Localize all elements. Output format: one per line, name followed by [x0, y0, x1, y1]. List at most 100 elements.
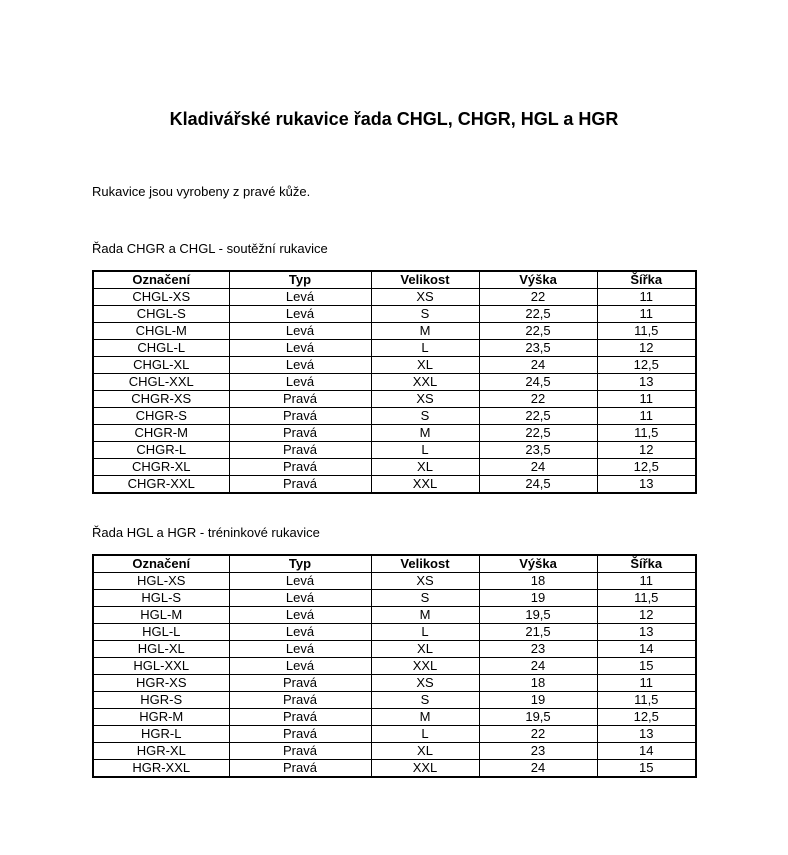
- table-cell: Levá: [228, 356, 372, 374]
- table-cell: 12,5: [596, 708, 697, 726]
- table-row: HGR-S Pravá S 19 11,5: [92, 691, 697, 709]
- table-cell: Pravá: [228, 458, 372, 476]
- column-header: Velikost: [370, 554, 480, 573]
- table-cell: 12: [596, 339, 697, 357]
- table-cell: 11: [596, 305, 697, 323]
- table-cell: 24,5: [478, 373, 598, 391]
- table-row: HGL-XXL Levá XXL 24 15: [92, 657, 697, 675]
- table-row: HGL-XL Levá XL 23 14: [92, 640, 697, 658]
- column-header: Šířka: [596, 554, 697, 573]
- table-cell: 12,5: [596, 458, 697, 476]
- table-cell: M: [370, 424, 480, 442]
- table-cell: CHGL-S: [92, 305, 230, 323]
- table-cell: 15: [596, 759, 697, 778]
- table-cell: 22,5: [478, 407, 598, 425]
- table-cell: 18: [478, 674, 598, 692]
- table-cell: 15: [596, 657, 697, 675]
- table-cell: 21,5: [478, 623, 598, 641]
- table-cell: HGR-M: [92, 708, 230, 726]
- table-row: CHGR-XXL Pravá XXL 24,5 13: [92, 475, 697, 494]
- document-content: Rukavice jsou vyrobeny z pravé kůže. Řad…: [92, 184, 697, 778]
- table-cell: Levá: [228, 589, 372, 607]
- table-row: CHGL-XS Levá XS 22 11: [92, 288, 697, 306]
- table-cell: XXL: [370, 373, 480, 391]
- table-cell: 11,5: [596, 691, 697, 709]
- table-cell: 23: [478, 742, 598, 760]
- table-cell: XL: [370, 640, 480, 658]
- table-row: CHGR-XL Pravá XL 24 12,5: [92, 458, 697, 476]
- table-cell: HGR-XXL: [92, 759, 230, 778]
- table-cell: 22,5: [478, 322, 598, 340]
- table-cell: Pravá: [228, 759, 372, 778]
- table-row: CHGL-XL Levá XL 24 12,5: [92, 356, 697, 374]
- table-cell: HGL-XS: [92, 572, 230, 590]
- competition-gloves-table: Označení Typ Velikost Výška Šířka CHGL-XS Lev…: [92, 270, 697, 494]
- column-header: Typ: [228, 554, 372, 573]
- table-cell: L: [370, 339, 480, 357]
- table-cell: 24: [478, 657, 598, 675]
- section-title-training: Řada HGL a HGR - tréninkové rukavice: [92, 525, 320, 540]
- table-cell: Pravá: [228, 725, 372, 743]
- table-cell: HGR-L: [92, 725, 230, 743]
- table-cell: XS: [370, 288, 480, 306]
- table-cell: Pravá: [228, 407, 372, 425]
- column-header: Výška: [478, 554, 598, 573]
- table-cell: Pravá: [228, 424, 372, 442]
- table-cell: M: [370, 322, 480, 340]
- table-cell: XL: [370, 356, 480, 374]
- table-cell: CHGR-XXL: [92, 475, 230, 494]
- table-cell: XS: [370, 674, 480, 692]
- table-body: HGL-XS Levá XS 18 11 HGL-S Levá S 19 11,5 HGL-M Lev…: [92, 572, 697, 778]
- table-cell: Levá: [228, 572, 372, 590]
- table-row: CHGL-L Levá L 23,5 12: [92, 339, 697, 357]
- table-cell: Levá: [228, 288, 372, 306]
- table-cell: CHGR-XL: [92, 458, 230, 476]
- table-row: HGL-M Levá M 19,5 12: [92, 606, 697, 624]
- table-cell: HGL-XL: [92, 640, 230, 658]
- column-header: Šířka: [596, 270, 697, 289]
- table-row: HGL-S Levá S 19 11,5: [92, 589, 697, 607]
- table-cell: S: [370, 589, 480, 607]
- table-cell: CHGR-S: [92, 407, 230, 425]
- table-cell: HGR-XS: [92, 674, 230, 692]
- table-cell: XS: [370, 572, 480, 590]
- column-header: Označení: [92, 270, 230, 289]
- table-cell: 24: [478, 356, 598, 374]
- table-cell: HGL-S: [92, 589, 230, 607]
- table-cell: CHGL-XXL: [92, 373, 230, 391]
- table-cell: CHGR-XS: [92, 390, 230, 408]
- table-cell: Levá: [228, 657, 372, 675]
- intro-text: Rukavice jsou vyrobeny z pravé kůže.: [92, 184, 311, 199]
- table-cell: 22,5: [478, 424, 598, 442]
- table-cell: 14: [596, 742, 697, 760]
- table-cell: S: [370, 407, 480, 425]
- table-cell: Pravá: [228, 691, 372, 709]
- table-cell: 11,5: [596, 322, 697, 340]
- table-header-row: Označení Typ Velikost Výška Šířka: [92, 270, 697, 289]
- table-row: HGL-XS Levá XS 18 11: [92, 572, 697, 590]
- table-cell: Pravá: [228, 475, 372, 494]
- table-cell: 11: [596, 674, 697, 692]
- table-row: HGR-L Pravá L 22 13: [92, 725, 697, 743]
- table-cell: L: [370, 725, 480, 743]
- table-cell: HGR-XL: [92, 742, 230, 760]
- table-cell: 13: [596, 373, 697, 391]
- table-cell: 23,5: [478, 339, 598, 357]
- table-cell: 19: [478, 589, 598, 607]
- table-cell: 13: [596, 725, 697, 743]
- table-cell: HGL-XXL: [92, 657, 230, 675]
- table-cell: 12,5: [596, 356, 697, 374]
- table-cell: 19,5: [478, 708, 598, 726]
- table-cell: 22: [478, 390, 598, 408]
- table-header: Označení Typ Velikost Výška Šířka: [92, 270, 697, 289]
- table-cell: 23: [478, 640, 598, 658]
- table-cell: 18: [478, 572, 598, 590]
- table-cell: 12: [596, 606, 697, 624]
- table-cell: Pravá: [228, 441, 372, 459]
- table-cell: 19,5: [478, 606, 598, 624]
- table-cell: Pravá: [228, 708, 372, 726]
- table-cell: Levá: [228, 640, 372, 658]
- column-header: Velikost: [370, 270, 480, 289]
- table-cell: CHGL-XS: [92, 288, 230, 306]
